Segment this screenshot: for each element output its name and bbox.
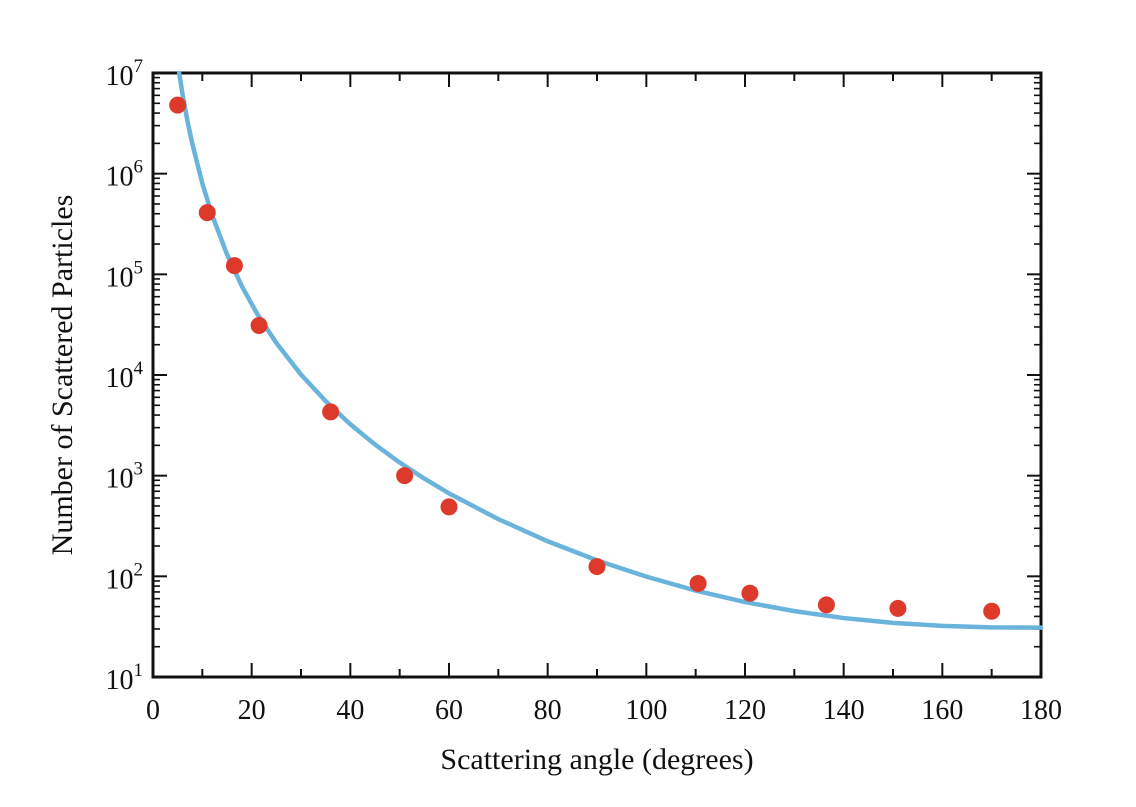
y-tick-label: 107: [106, 56, 144, 92]
y-tick-label: 102: [106, 559, 144, 595]
x-tick-label: 40: [336, 695, 364, 726]
data-point: [396, 467, 414, 485]
x-tick-label: 60: [435, 695, 463, 726]
x-tick-labels: 0 20 40 60 80 100 120 140 160 180: [146, 695, 1062, 726]
x-tick-label: 120: [724, 695, 766, 726]
data-point: [889, 599, 907, 617]
y-tick-label: 105: [106, 257, 144, 293]
plot-frame: [151, 71, 1043, 679]
points-layer: [169, 96, 1001, 620]
x-tick-label: 20: [238, 695, 266, 726]
data-point: [250, 317, 268, 335]
data-point: [440, 498, 458, 516]
data-point: [588, 558, 606, 576]
y-axis-title: Number of Scattered Particles: [46, 195, 79, 556]
x-axis-title: Scattering angle (degrees): [440, 743, 753, 776]
x-tick-label: 100: [625, 695, 667, 726]
x-tick-label: 80: [534, 695, 562, 726]
y-tick-label: 106: [106, 157, 144, 193]
data-point: [322, 403, 340, 421]
y-tick-label: 104: [106, 358, 144, 394]
x-tick-label: 160: [921, 695, 963, 726]
data-point: [983, 602, 1001, 620]
data-point: [198, 204, 216, 222]
x-tick-label: 140: [823, 695, 865, 726]
y-tick-labels: 101 102 103 104 105 106 107: [106, 56, 144, 696]
y-tick-label: 101: [106, 660, 144, 696]
data-point: [741, 584, 759, 602]
data-point: [689, 574, 707, 592]
curve-layer: [176, 70, 1044, 630]
data-point: [169, 96, 187, 114]
ticks: [152, 72, 1042, 678]
data-point: [817, 596, 835, 614]
theory-curve: [176, 70, 1044, 630]
data-point: [225, 257, 243, 275]
x-tick-label: 180: [1020, 695, 1062, 726]
x-tick-label: 0: [146, 695, 160, 726]
y-tick-label: 103: [106, 459, 144, 495]
